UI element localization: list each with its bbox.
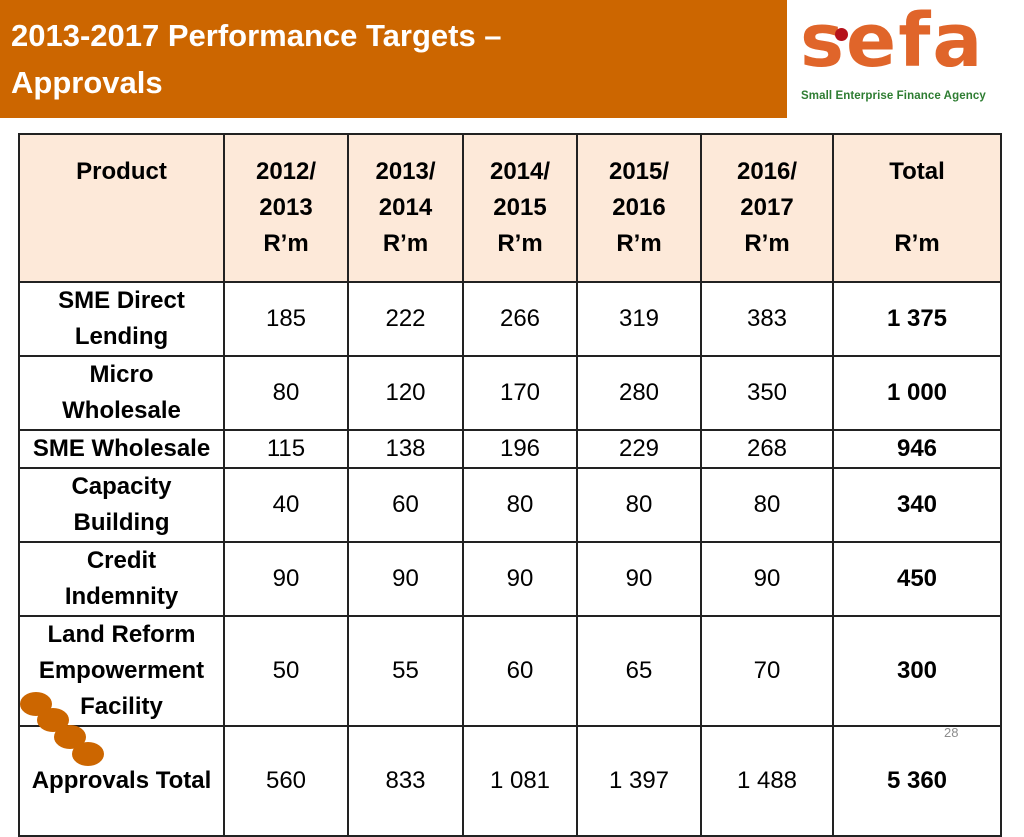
title-bar: 2013-2017 Performance Targets – Approval… [0, 0, 787, 118]
product-cell: SME Direct Lending [18, 281, 225, 357]
sefa-logo: sefa Small Enterprise Finance Agency [800, 0, 1010, 113]
header-total: Total R’m [832, 133, 1002, 283]
total-cell: 5 360 [832, 725, 1002, 837]
product-cell: SME Wholesale [18, 429, 225, 469]
header-row: Product 2012/2013 R’m 2013/2014 R’m 2014/2… [18, 133, 1002, 283]
value-cell: 50 [223, 615, 349, 727]
product-cell: Credit Indemnity [18, 541, 225, 617]
table-row: Micro Wholesale 80 120 170 280 350 1 000 [18, 355, 1002, 431]
value-cell: 80 [462, 467, 578, 543]
header-2016-2017: 2016/2017 R’m [700, 133, 834, 283]
value-cell: 138 [347, 429, 464, 469]
value-cell: 120 [347, 355, 464, 431]
value-cell: 55 [347, 615, 464, 727]
decor-circle [72, 742, 104, 766]
value-cell: 560 [223, 725, 349, 837]
header-2013-2014: 2013/2014 R’m [347, 133, 464, 283]
table-row: Credit Indemnity 90 90 90 90 90 450 [18, 541, 1002, 617]
logo-wordmark: sefa [800, 0, 985, 84]
slide-title-line-2: Approvals [11, 65, 163, 100]
header-2014-2015: 2014/2015 R’m [462, 133, 578, 283]
value-cell: 90 [700, 541, 834, 617]
product-cell: Capacity Building [18, 467, 225, 543]
value-cell: 383 [700, 281, 834, 357]
logo-dot [835, 28, 848, 41]
total-cell: 300 [832, 615, 1002, 727]
table-row: SME Direct Lending 185 222 266 319 383 1 … [18, 281, 1002, 357]
total-cell: 1 375 [832, 281, 1002, 357]
header-2015-2016: 2015/2016 R’m [576, 133, 702, 283]
value-cell: 1 488 [700, 725, 834, 837]
total-cell: 340 [832, 467, 1002, 543]
value-cell: 319 [576, 281, 702, 357]
value-cell: 268 [700, 429, 834, 469]
value-cell: 80 [223, 355, 349, 431]
header-product: Product [18, 133, 225, 283]
value-cell: 80 [700, 467, 834, 543]
table-row: Land Reform Empowerment Facility 50 55 60 … [18, 615, 1002, 727]
value-cell: 266 [462, 281, 578, 357]
page-number: 28 [944, 725, 959, 740]
table-row: SME Wholesale 115 138 196 229 268 946 [18, 429, 1002, 469]
logo-subtitle: Small Enterprise Finance Agency [801, 90, 986, 102]
decor-circle [20, 692, 52, 716]
table-row: Capacity Building 40 60 80 80 80 340 [18, 467, 1002, 543]
value-cell: 1 397 [576, 725, 702, 837]
slide-title-line-1: 2013-2017 Performance Targets – [11, 18, 502, 53]
product-cell: Micro Wholesale [18, 355, 225, 431]
value-cell: 115 [223, 429, 349, 469]
total-cell: 1 000 [832, 355, 1002, 431]
header-2012-2013: 2012/2013 R’m [223, 133, 349, 283]
value-cell: 70 [700, 615, 834, 727]
value-cell: 40 [223, 467, 349, 543]
value-cell: 170 [462, 355, 578, 431]
value-cell: 90 [223, 541, 349, 617]
value-cell: 280 [576, 355, 702, 431]
value-cell: 350 [700, 355, 834, 431]
value-cell: 1 081 [462, 725, 578, 837]
value-cell: 60 [462, 615, 578, 727]
value-cell: 60 [347, 467, 464, 543]
value-cell: 229 [576, 429, 702, 469]
value-cell: 222 [347, 281, 464, 357]
table-row-total: Approvals Total 560 833 1 081 1 397 1 48… [18, 725, 1002, 837]
value-cell: 833 [347, 725, 464, 837]
value-cell: 90 [576, 541, 702, 617]
value-cell: 196 [462, 429, 578, 469]
performance-targets-table: Product 2012/2013 R’m 2013/2014 R’m 2014/2… [18, 133, 1002, 837]
decor-circle [54, 725, 86, 749]
decor-circle [37, 708, 69, 732]
value-cell: 185 [223, 281, 349, 357]
decorative-circles [20, 692, 104, 766]
value-cell: 80 [576, 467, 702, 543]
value-cell: 90 [347, 541, 464, 617]
total-cell: 450 [832, 541, 1002, 617]
value-cell: 65 [576, 615, 702, 727]
value-cell: 90 [462, 541, 578, 617]
total-cell: 946 [832, 429, 1002, 469]
